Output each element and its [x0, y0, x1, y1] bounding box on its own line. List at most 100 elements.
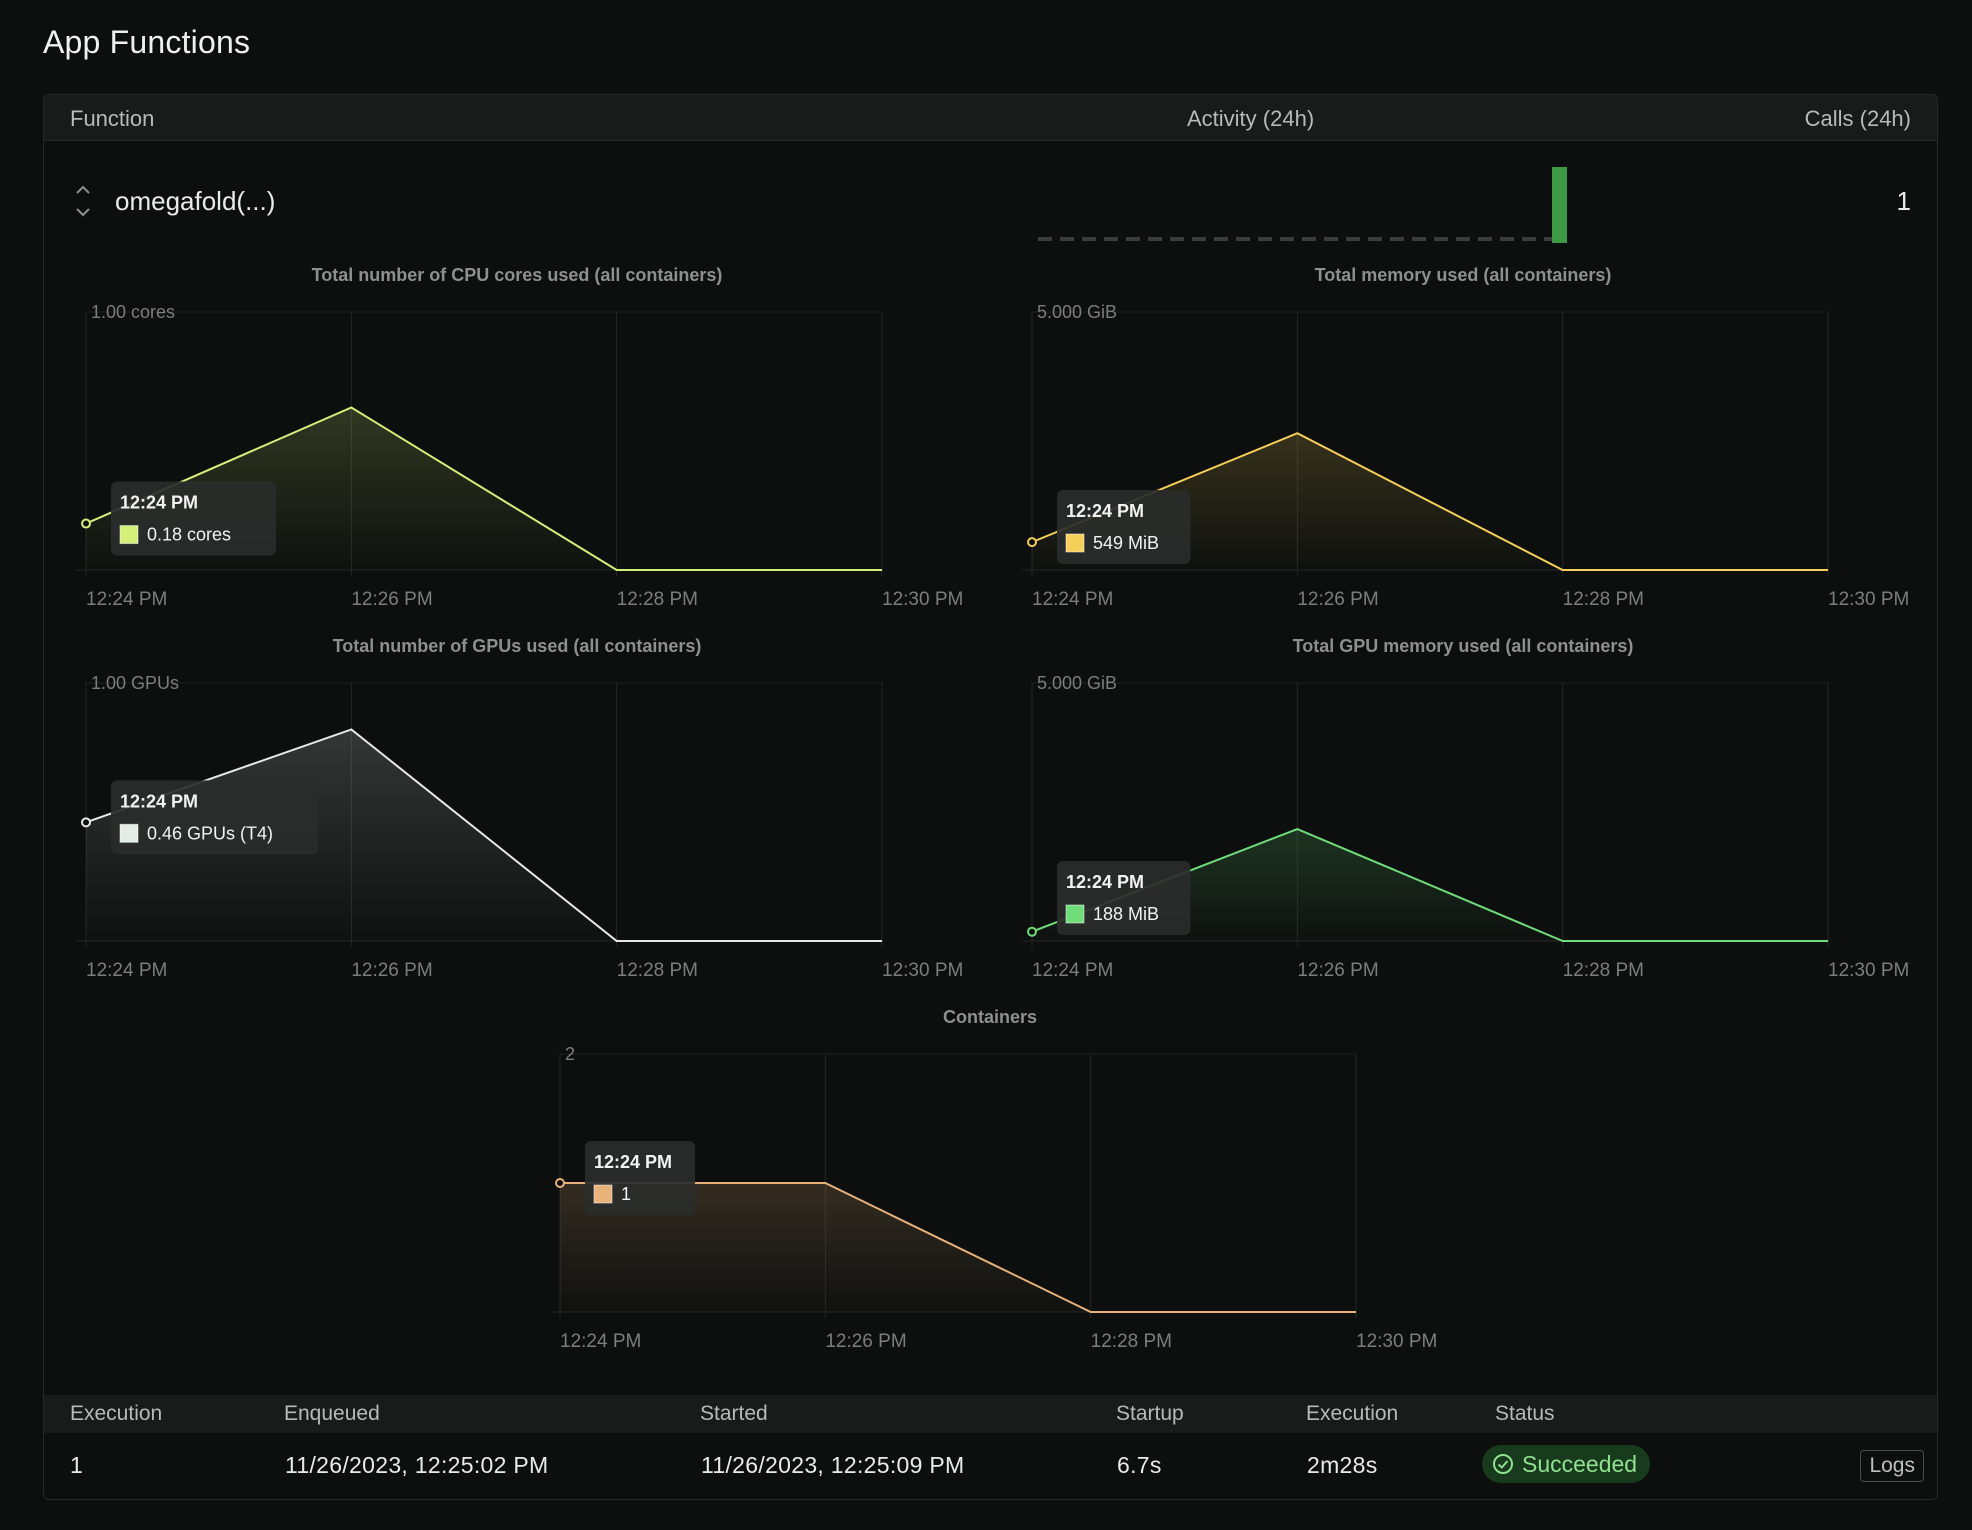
header-calls: Calls (24h): [1804, 106, 1911, 131]
tooltip-value: 549 MiB: [1093, 533, 1159, 553]
x-tick-label: 12:30 PM: [1828, 960, 1909, 981]
x-tick-label: 12:24 PM: [560, 1331, 641, 1352]
tooltip-time: 12:24 PM: [120, 493, 198, 513]
execution-enqueued: 11/26/2023, 12:25:02 PM: [285, 1452, 549, 1478]
x-tick-label: 12:30 PM: [882, 589, 963, 610]
status-badge: Succeeded: [1482, 1445, 1651, 1483]
x-tick-label: 12:30 PM: [1356, 1331, 1437, 1352]
exec-header-exec-duration: Execution: [1306, 1402, 1399, 1425]
x-tick-label: 12:24 PM: [1032, 589, 1113, 610]
execution-id: 1: [70, 1452, 84, 1478]
x-tick-label: 12:26 PM: [825, 1331, 906, 1352]
tooltip-box: [1057, 490, 1191, 564]
x-tick-label: 12:28 PM: [617, 960, 698, 981]
data-point[interactable]: [1027, 537, 1037, 548]
exec-header-enqueued: Enqueued: [284, 1402, 380, 1425]
y-axis-top-label: 5.000 GiB: [1037, 302, 1117, 322]
execution-duration: 2m28s: [1307, 1452, 1378, 1478]
x-tick-label: 12:30 PM: [882, 960, 963, 981]
chart-plot: 1.00 cores 12:24 PM 12:26 PM 12:28 PM 12:30 …: [76, 302, 963, 610]
functions-panel: Function Activity (24h) Calls (24h) omeg…: [43, 94, 1938, 1500]
x-tick-label: 12:26 PM: [351, 589, 432, 610]
series-line: [85, 728, 882, 942]
data-point[interactable]: [81, 518, 91, 529]
function-row[interactable]: omegafold(...) 1: [44, 141, 1937, 271]
containers-chart: Containers 2 12:24 PM 12:26 PM 12:28 PM 12:30…: [544, 1007, 1444, 1377]
x-tick-label: 12:26 PM: [351, 960, 432, 981]
chart-plot: 2 12:24 PM 12:26 PM 12:28 PM 12:30 PM 12:24 P…: [550, 1044, 1437, 1352]
series-line: [85, 406, 882, 571]
exec-header-startup: Startup: [1116, 1402, 1184, 1425]
x-tick-label: 12:28 PM: [617, 589, 698, 610]
tooltip-value: 0.46 GPUs (T4): [147, 823, 273, 843]
executions-table-header: Execution Enqueued Started Startup Execu…: [44, 1395, 1937, 1433]
tooltip: 12:24 PM 0.46 GPUs (T4): [111, 780, 318, 855]
x-tick-label: 12:24 PM: [86, 960, 167, 981]
tooltip-time: 12:24 PM: [120, 791, 198, 811]
chart-title: Total memory used (all containers): [1314, 265, 1612, 285]
exec-header-execution: Execution: [70, 1402, 163, 1425]
tooltip-swatch: [1065, 904, 1085, 924]
tooltip: 12:24 PM 188 MiB: [1057, 861, 1191, 935]
memory-chart: Total memory used (all containers) 5.000 …: [1016, 265, 1916, 635]
x-tick-label: 12:30 PM: [1828, 589, 1909, 610]
page-title: App Functions: [43, 24, 251, 60]
tooltip: 12:24 PM 549 MiB: [1057, 490, 1191, 564]
y-axis-top-label: 2: [565, 1044, 575, 1064]
tooltip-swatch: [119, 823, 139, 843]
tooltip-swatch: [119, 525, 139, 545]
chart-title: Total number of CPU cores used (all cont…: [311, 265, 723, 285]
chart-title: Total GPU memory used (all containers): [1292, 636, 1634, 656]
data-point[interactable]: [81, 817, 91, 828]
functions-table-header: Function Activity (24h) Calls (24h): [44, 95, 1937, 141]
activity-bar: [1552, 167, 1567, 243]
data-point[interactable]: [1027, 926, 1037, 937]
gpu-memory-chart: Total GPU memory used (all containers) 5.…: [1016, 636, 1916, 1006]
tooltip-value: 0.18 cores: [147, 525, 231, 545]
chart-plot: 5.000 GiB 12:24 PM 12:26 PM 12:28 PM 12:30 P…: [1022, 302, 1909, 610]
chart-title: Containers: [942, 1007, 1038, 1027]
tooltip-box: [111, 780, 318, 855]
chart-plot: 1.00 GPUs 12:24 PM 12:26 PM 12:28 PM 12:30 P…: [76, 673, 963, 981]
y-axis-top-label: 1.00 GPUs: [91, 673, 179, 693]
x-tick-label: 12:24 PM: [86, 589, 167, 610]
expand-collapse-button[interactable]: [72, 179, 94, 223]
x-tick-label: 12:28 PM: [1563, 960, 1644, 981]
header-function: Function: [70, 106, 155, 131]
function-calls-count: 1: [1896, 186, 1911, 216]
execution-started: 11/26/2023, 12:25:09 PM: [701, 1452, 965, 1478]
y-axis-top-label: 1.00 cores: [91, 302, 175, 322]
tooltip-time: 12:24 PM: [1066, 501, 1144, 521]
function-name[interactable]: omegafold(...): [115, 186, 276, 216]
tooltip-time: 12:24 PM: [594, 1152, 672, 1172]
gpu-chart: Total number of GPUs used (all container…: [70, 636, 970, 1006]
tooltip-value: 1: [621, 1184, 631, 1204]
tooltip-box: [1057, 861, 1191, 935]
x-tick-label: 12:26 PM: [1297, 589, 1378, 610]
y-axis-top-label: 5.000 GiB: [1037, 673, 1117, 693]
x-tick-label: 12:26 PM: [1297, 960, 1378, 981]
logs-button[interactable]: Logs: [1860, 1450, 1924, 1482]
tooltip: 12:24 PM 0.18 cores: [111, 481, 276, 556]
exec-header-started: Started: [700, 1402, 768, 1425]
tooltip-box: [111, 481, 276, 556]
execution-startup: 6.7s: [1117, 1452, 1162, 1478]
data-point[interactable]: [555, 1178, 565, 1188]
x-tick-label: 12:24 PM: [1032, 960, 1113, 981]
chart-title: Total number of GPUs used (all container…: [332, 636, 702, 656]
tooltip-swatch: [593, 1184, 613, 1204]
series-line: [1031, 432, 1828, 571]
status-label: Succeeded: [1522, 1450, 1638, 1477]
tooltip-time: 12:24 PM: [1066, 872, 1144, 892]
x-tick-label: 12:28 PM: [1563, 589, 1644, 610]
cpu-chart: Total number of CPU cores used (all cont…: [70, 265, 970, 635]
check-circle-icon: [1493, 1454, 1513, 1474]
x-tick-label: 12:28 PM: [1091, 1331, 1172, 1352]
exec-header-status: Status: [1495, 1402, 1555, 1425]
tooltip: 12:24 PM 1: [585, 1141, 695, 1215]
chart-plot: 5.000 GiB 12:24 PM 12:26 PM 12:28 PM 12:30 P…: [1022, 673, 1909, 981]
execution-row[interactable]: 1 11/26/2023, 12:25:02 PM 11/26/2023, 12…: [44, 1435, 1937, 1497]
tooltip-value: 188 MiB: [1093, 904, 1159, 924]
activity-sparkline: [1038, 167, 1567, 243]
header-activity: Activity (24h): [1187, 106, 1315, 131]
